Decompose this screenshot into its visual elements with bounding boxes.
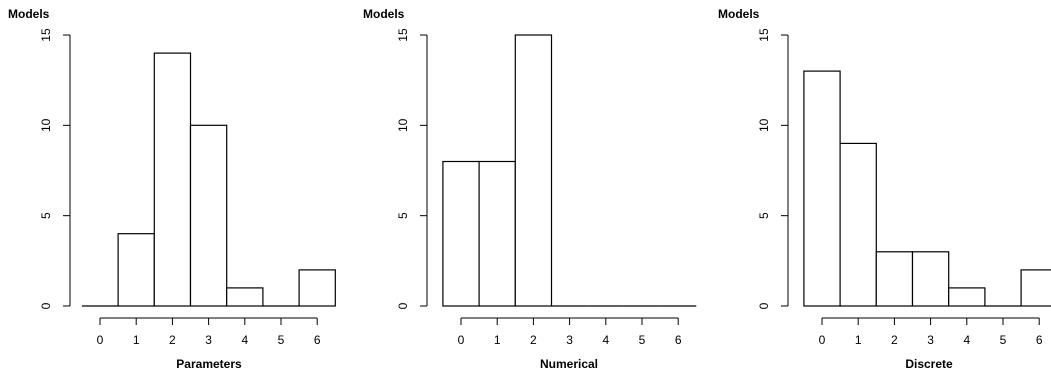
histogram-bar [839,142,877,307]
y-tick-label: 15 [396,28,410,42]
histogram-bar [153,52,192,307]
x-tick-label: 1 [494,333,501,347]
x-tick-label: 3 [205,333,212,347]
x-axis-label: Discrete [905,357,953,371]
bars-group [81,52,336,307]
y-tick-label: 0 [757,302,771,309]
y-tick-label: 10 [396,118,410,132]
histogram-bar [948,287,986,307]
histogram-bar [298,269,336,307]
y-tick-label: 5 [396,212,410,219]
y-tick-label: 10 [39,118,53,132]
y-tick-label: 15 [757,28,771,42]
x-tick-label: 4 [241,333,248,347]
y-axis: 0 5 10 15 [39,28,71,309]
x-tick-label: 3 [566,333,573,347]
x-tick-label: 6 [1036,333,1043,347]
bars-group [442,34,697,307]
x-tick-label: 5 [639,333,646,347]
histogram-bar [442,160,480,307]
y-tick-label: 15 [39,28,53,42]
x-tick-label: 0 [819,333,826,347]
x-tick-label: 4 [963,333,970,347]
x-tick-label: 0 [458,333,465,347]
bars-group [803,70,1051,307]
y-tick-label: 0 [396,302,410,309]
histogram-panel-numerical: Models Numerical 0 1 2 3 4 5 6 0 5 10 15 [363,7,697,371]
x-axis: 0 1 2 3 4 5 6 [97,317,321,347]
x-axis: 0 1 2 3 4 5 6 [458,317,682,347]
x-tick-label: 2 [530,333,537,347]
x-tick-label: 0 [97,333,104,347]
x-tick-label: 4 [602,333,609,347]
histogram-bar [226,287,264,307]
y-axis: 0 5 10 15 [396,28,428,309]
y-tick-label: 5 [39,212,53,219]
x-tick-label: 3 [927,333,934,347]
x-tick-label: 1 [133,333,140,347]
y-axis-label: Models [363,7,405,21]
y-axis-label: Models [718,7,760,21]
y-axis: 0 5 10 15 [757,28,789,309]
x-tick-label: 1 [855,333,862,347]
histogram-bar [478,160,516,307]
y-axis-label: Models [8,7,50,21]
histogram-bar [514,34,553,307]
histogram-bar [911,251,950,307]
histogram-panel-discrete: Models Discrete 0 1 2 3 4 5 6 0 5 10 15 [718,7,1051,371]
histogram-panel-parameters: Models Parameters 0 1 2 3 4 5 6 0 5 10 15 [8,7,336,371]
histogram-bar [117,233,155,307]
x-axis-label: Parameters [176,357,242,371]
histogram-bar [803,70,841,307]
histogram-bar [1020,269,1051,307]
x-tick-label: 5 [278,333,285,347]
x-axis: 0 1 2 3 4 5 6 [819,317,1043,347]
x-tick-label: 2 [891,333,898,347]
y-tick-label: 5 [757,212,771,219]
x-tick-label: 2 [169,333,176,347]
x-tick-label: 5 [1000,333,1007,347]
x-tick-label: 6 [675,333,682,347]
histogram-bar [875,251,914,307]
x-tick-label: 6 [314,333,321,347]
x-axis-label: Numerical [540,357,598,371]
histogram-bar [189,124,228,307]
y-tick-label: 10 [757,118,771,132]
y-tick-label: 0 [39,302,53,309]
